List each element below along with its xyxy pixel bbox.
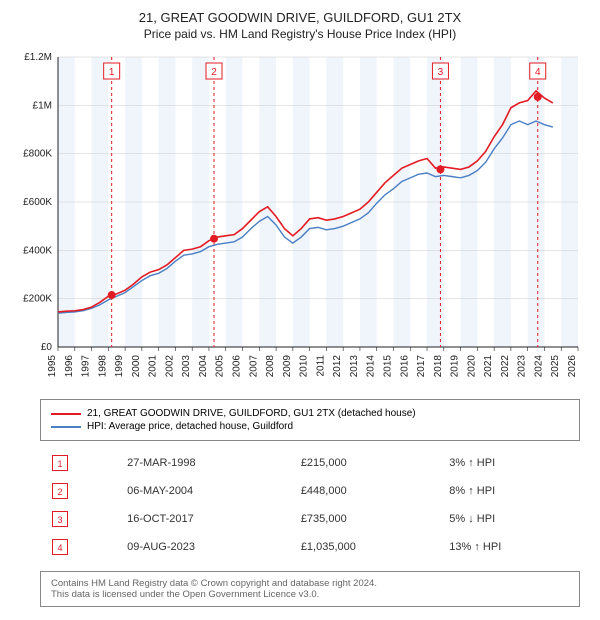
x-tick-label: 2019 xyxy=(450,355,461,378)
event-price: £1,035,000 xyxy=(289,533,437,561)
page-subtitle: Price paid vs. HM Land Registry's House … xyxy=(10,27,590,41)
x-tick-label: 2018 xyxy=(433,355,444,378)
footer-note: Contains HM Land Registry data © Crown c… xyxy=(40,571,580,607)
marker-label: 3 xyxy=(438,67,444,78)
event-row: 3 16-OCT-2017£735,0005% ↓ HPI xyxy=(40,505,580,533)
x-tick-label: 2000 xyxy=(131,355,142,378)
event-price: £448,000 xyxy=(289,477,437,505)
legend-swatch xyxy=(51,426,81,428)
x-tick-label: 1995 xyxy=(47,355,58,378)
marker-dot xyxy=(436,165,444,173)
chart-container: £0 £200K £400K £600K £800K £1M £1.2M 1995 1996 19… xyxy=(10,49,590,389)
legend-label: HPI: Average price, detached house, Guil… xyxy=(87,421,293,432)
x-tick-label: 2022 xyxy=(500,355,511,378)
event-price: £215,000 xyxy=(289,449,437,477)
y-tick-label: £600K xyxy=(23,197,52,208)
x-tick-label: 2003 xyxy=(181,355,192,378)
x-tick-label: 2010 xyxy=(299,355,310,378)
legend-label: 21, GREAT GOODWIN DRIVE, GUILDFORD, GU1 … xyxy=(87,408,416,419)
x-tick-label: 2021 xyxy=(483,355,494,378)
event-date: 16-OCT-2017 xyxy=(115,505,289,533)
event-change: 8% ↑ HPI xyxy=(437,477,580,505)
marker-label: 1 xyxy=(109,67,115,78)
x-tick-label: 2025 xyxy=(550,355,561,378)
event-change: 13% ↑ HPI xyxy=(437,533,580,561)
legend-item: HPI: Average price, detached house, Guil… xyxy=(51,421,569,432)
y-tick-label: £800K xyxy=(23,149,52,160)
event-marker-box: 4 xyxy=(52,539,68,555)
events-table: 1 27-MAR-1998£215,0003% ↑ HPI 2 06-MAY-2004… xyxy=(40,449,580,561)
marker-label: 4 xyxy=(535,67,541,78)
event-date: 27-MAR-1998 xyxy=(115,449,289,477)
x-tick-label: 2004 xyxy=(198,355,209,378)
footer-line1: Contains HM Land Registry data © Crown c… xyxy=(51,578,569,589)
x-tick-label: 2002 xyxy=(164,355,175,378)
legend-item: 21, GREAT GOODWIN DRIVE, GUILDFORD, GU1 … xyxy=(51,408,569,419)
marker-dot xyxy=(210,235,218,243)
x-tick-label: 2024 xyxy=(533,355,544,378)
event-marker-box: 3 xyxy=(52,511,68,527)
x-tick-label: 2016 xyxy=(399,355,410,378)
x-tick-label: 1997 xyxy=(81,355,92,378)
x-tick-label: 2013 xyxy=(349,355,360,378)
x-tick-label: 2006 xyxy=(232,355,243,378)
event-price: £735,000 xyxy=(289,505,437,533)
y-tick-label: £1.2M xyxy=(24,52,52,63)
x-tick-label: 2009 xyxy=(282,355,293,378)
footer-line2: This data is licensed under the Open Gov… xyxy=(51,589,569,600)
x-tick-label: 2012 xyxy=(332,355,343,378)
x-tick-label: 2014 xyxy=(366,355,377,378)
legend-swatch xyxy=(51,413,81,415)
x-tick-label: 1996 xyxy=(64,355,75,378)
marker-dot xyxy=(108,291,116,299)
event-change: 3% ↑ HPI xyxy=(437,449,580,477)
event-row: 4 09-AUG-2023£1,035,00013% ↑ HPI xyxy=(40,533,580,561)
x-tick-label: 2011 xyxy=(315,355,326,377)
x-tick-label: 2015 xyxy=(382,355,393,378)
event-date: 09-AUG-2023 xyxy=(115,533,289,561)
x-tick-label: 2005 xyxy=(215,355,226,378)
marker-dot xyxy=(534,93,542,101)
event-date: 06-MAY-2004 xyxy=(115,477,289,505)
event-row: 2 06-MAY-2004£448,0008% ↑ HPI xyxy=(40,477,580,505)
y-tick-label: £200K xyxy=(23,294,52,305)
y-tick-label: £0 xyxy=(41,342,53,353)
chart-svg: £0 £200K £400K £600K £800K £1M £1.2M 1995 1996 19… xyxy=(10,49,590,389)
page-title: 21, GREAT GOODWIN DRIVE, GUILDFORD, GU1 … xyxy=(10,10,590,25)
event-change: 5% ↓ HPI xyxy=(437,505,580,533)
x-tick-label: 2023 xyxy=(517,355,528,378)
event-row: 1 27-MAR-1998£215,0003% ↑ HPI xyxy=(40,449,580,477)
event-marker-box: 2 xyxy=(52,483,68,499)
x-tick-label: 2007 xyxy=(248,355,259,378)
x-tick-label: 1999 xyxy=(114,355,125,378)
y-tick-label: £400K xyxy=(23,245,52,256)
event-marker-box: 1 xyxy=(52,455,68,471)
x-tick-label: 2001 xyxy=(148,355,159,378)
y-tick-label: £1M xyxy=(33,100,52,111)
x-tick-label: 1998 xyxy=(97,355,108,378)
x-tick-label: 2020 xyxy=(466,355,477,378)
x-tick-label: 2008 xyxy=(265,355,276,378)
x-tick-label: 2026 xyxy=(567,355,578,378)
marker-label: 2 xyxy=(211,67,217,78)
legend: 21, GREAT GOODWIN DRIVE, GUILDFORD, GU1 … xyxy=(40,399,580,441)
x-tick-label: 2017 xyxy=(416,355,427,378)
